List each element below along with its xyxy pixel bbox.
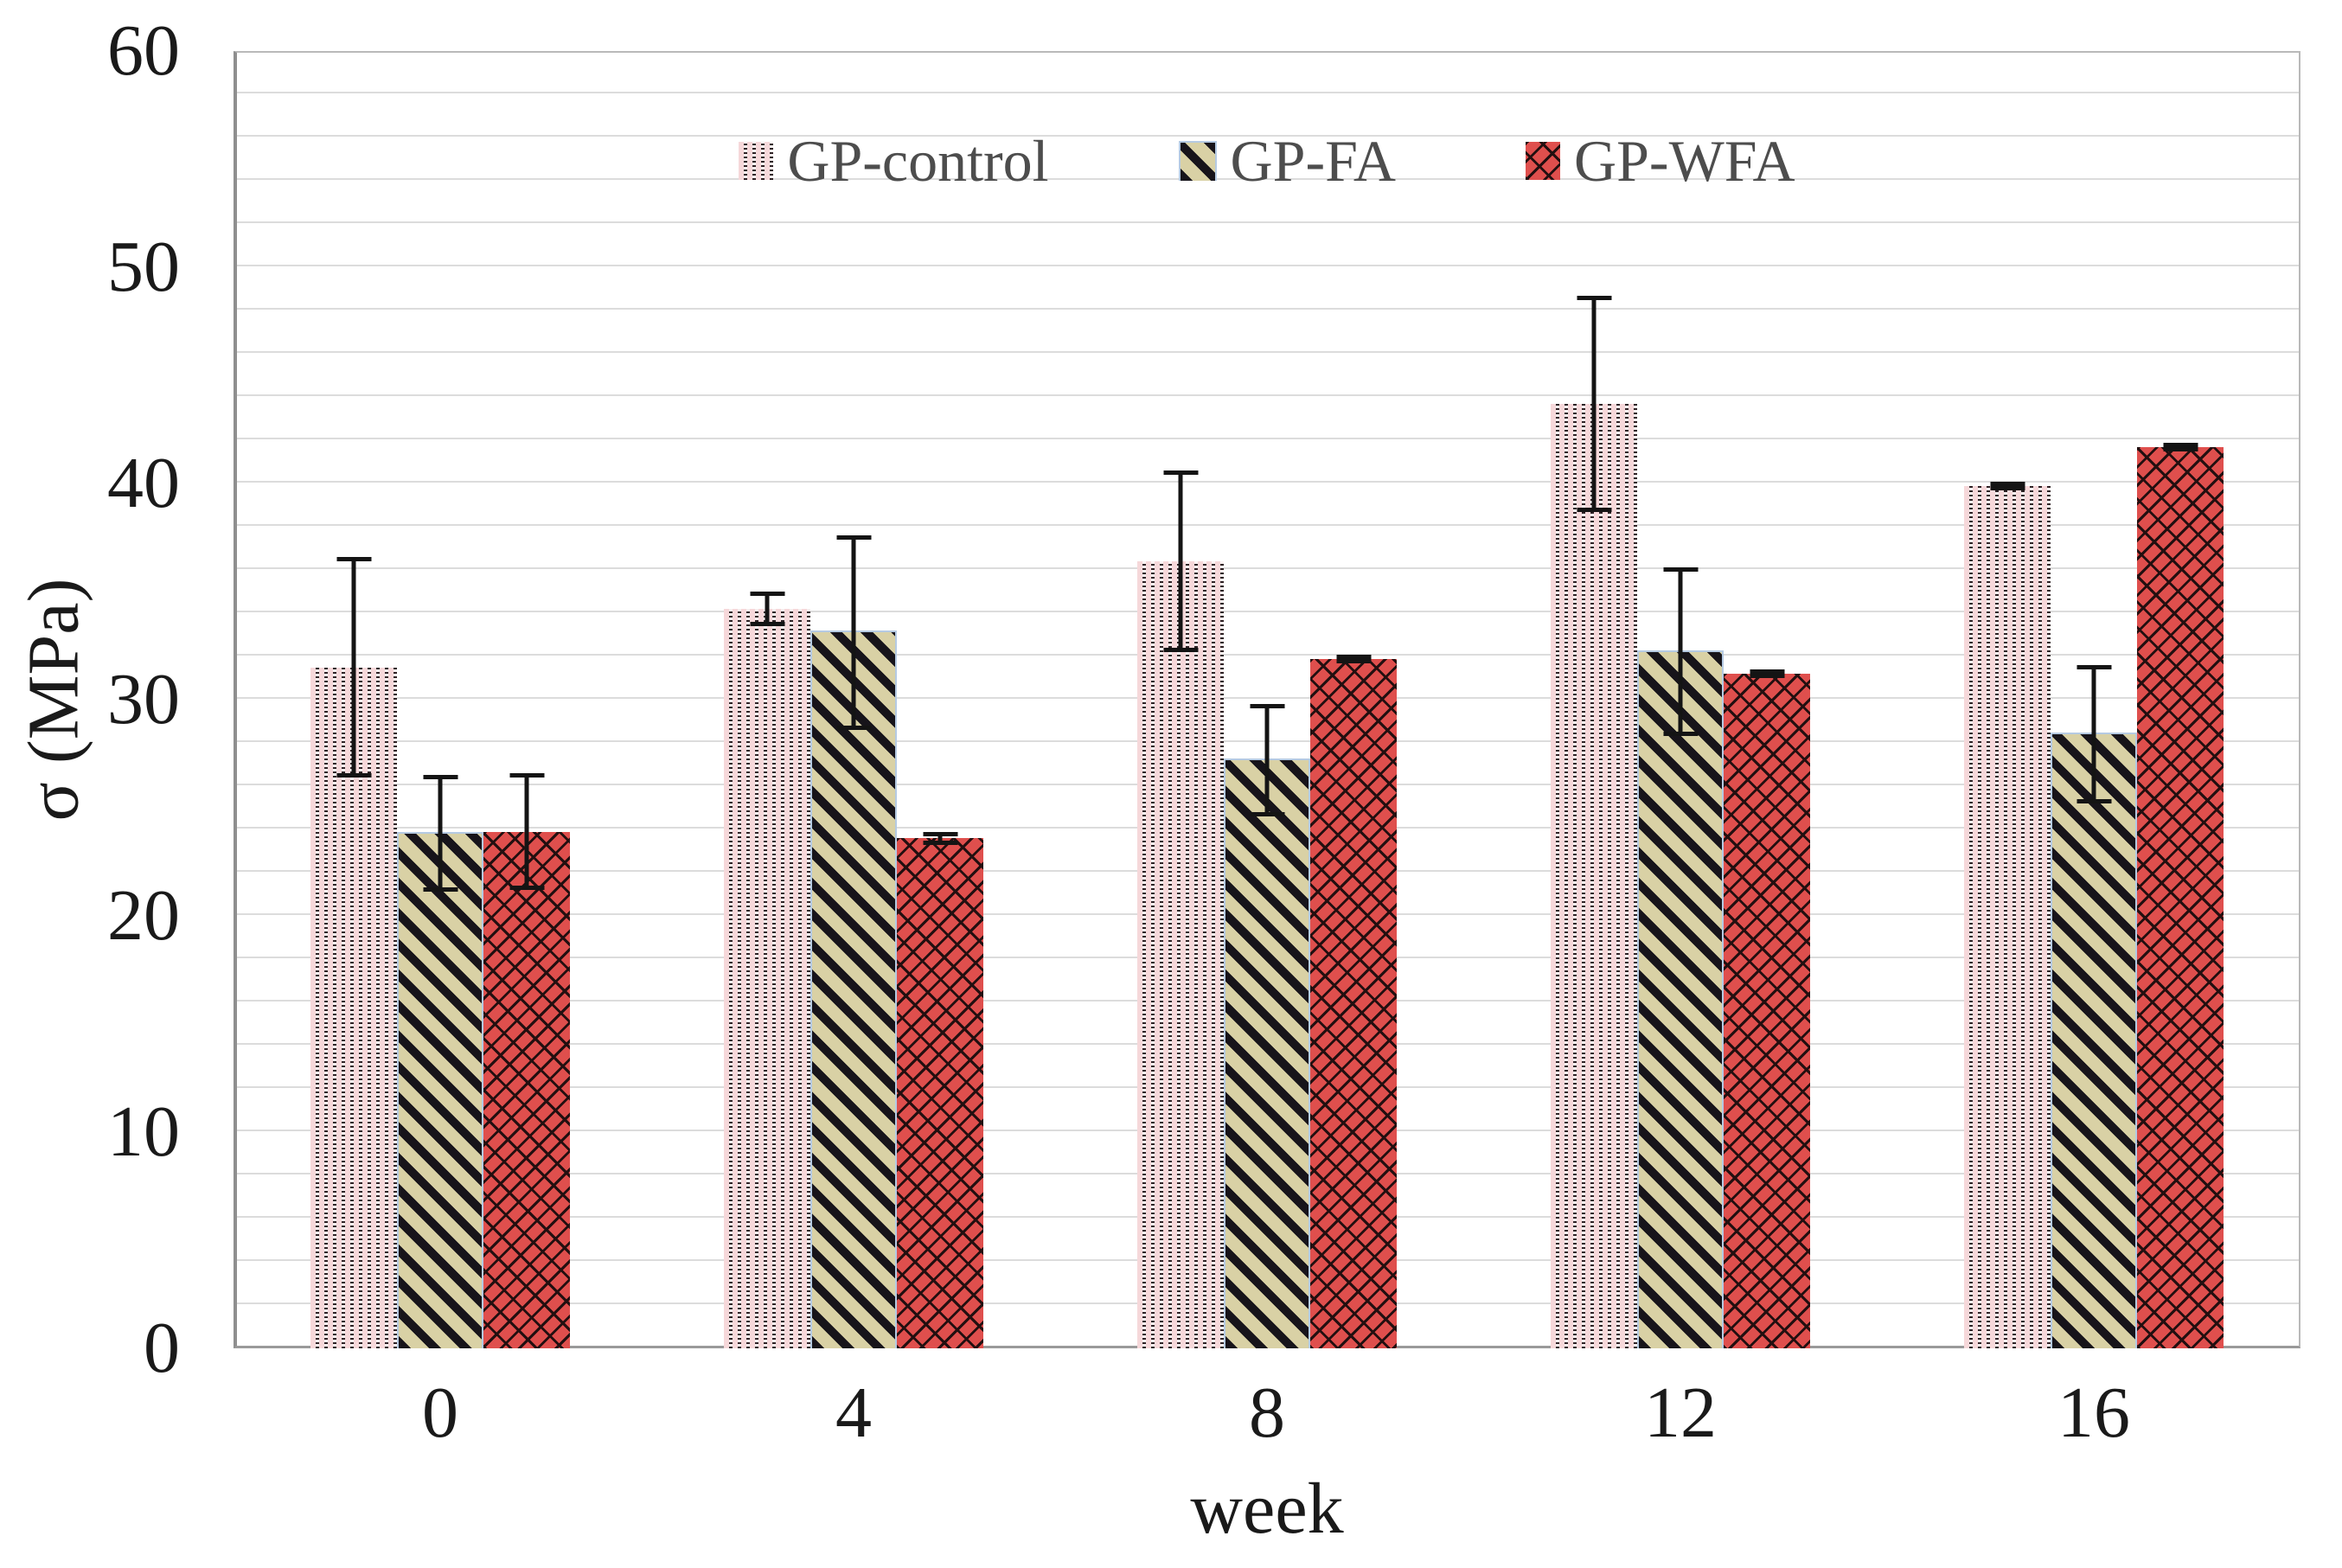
bar-group-week-16	[1887, 442, 2300, 1348]
error-bar	[351, 557, 356, 778]
bar-gp-fa-week-4	[810, 534, 897, 1348]
error-bar	[1264, 703, 1270, 816]
y-tick-label: 0	[144, 1308, 180, 1388]
bar-gp-fa-week-16	[2051, 664, 2137, 1348]
error-bar	[765, 592, 770, 626]
bar-gp-control-week-16	[1964, 481, 2051, 1348]
y-tick-label: 10	[107, 1091, 180, 1172]
bar-gp-control-week-8	[1137, 470, 1224, 1348]
bar-gp-control-week-12	[1551, 295, 1637, 1348]
bar-gp-fa-week-8	[1224, 703, 1310, 1348]
y-tick-label: 50	[107, 227, 180, 307]
error-bar	[1764, 669, 1769, 678]
x-tick-label: 0	[422, 1373, 458, 1453]
bar-gp-fa-week-0	[397, 775, 483, 1348]
y-tick-label: 20	[107, 875, 180, 956]
legend: GP-control GP-FA GP-WFA	[234, 119, 2300, 202]
bar-group-week-0	[234, 557, 647, 1348]
legend-swatch-red-diagonal-brick	[1526, 142, 1560, 180]
bar-group-week-12	[1474, 295, 1887, 1348]
error-bar	[438, 775, 443, 892]
error-bar	[1351, 654, 1356, 663]
x-tick-label: 12	[1644, 1373, 1717, 1453]
x-tick-label: 16	[2057, 1373, 2130, 1453]
bar-gp-wfa-week-12	[1724, 669, 1810, 1348]
error-bar	[2091, 664, 2096, 803]
bar-gp-wfa-week-16	[2137, 442, 2224, 1348]
legend-item-gp-control: GP-control	[739, 128, 1049, 194]
error-bar	[1591, 295, 1597, 512]
bar-gp-fa-week-12	[1637, 567, 1724, 1348]
x-tick-label: 4	[835, 1373, 872, 1453]
legend-swatch-khaki-diagonal-stripes	[1178, 141, 1217, 181]
bar-gp-wfa-week-8	[1310, 654, 1397, 1348]
error-bar	[1678, 567, 1683, 736]
x-tick-label: 8	[1249, 1373, 1285, 1453]
legend-label: GP-WFA	[1574, 128, 1795, 194]
error-bar	[851, 534, 856, 730]
bar-gp-wfa-week-4	[897, 831, 983, 1348]
legend-swatch-pink-dotted	[739, 142, 774, 180]
error-bar	[2178, 442, 2183, 451]
bar-gp-control-week-0	[310, 557, 397, 1348]
bar-gp-wfa-week-0	[483, 773, 570, 1348]
bar-group-week-4	[647, 534, 1060, 1348]
x-axis-title: week	[1190, 1469, 1344, 1549]
legend-label: GP-FA	[1230, 128, 1396, 194]
legend-label: GP-control	[787, 128, 1049, 194]
legend-item-gp-fa: GP-FA	[1178, 128, 1396, 194]
y-tick-label: 60	[107, 10, 180, 91]
bar-gp-control-week-4	[724, 592, 810, 1348]
y-tick-label: 30	[107, 659, 180, 739]
legend-item-gp-wfa: GP-WFA	[1526, 131, 1795, 190]
error-bar	[1178, 470, 1183, 652]
error-bar	[937, 831, 943, 845]
error-bar	[2005, 481, 2010, 490]
bar-group-week-8	[1060, 470, 1474, 1348]
y-tick-label: 40	[107, 443, 180, 523]
error-bar	[524, 773, 529, 890]
